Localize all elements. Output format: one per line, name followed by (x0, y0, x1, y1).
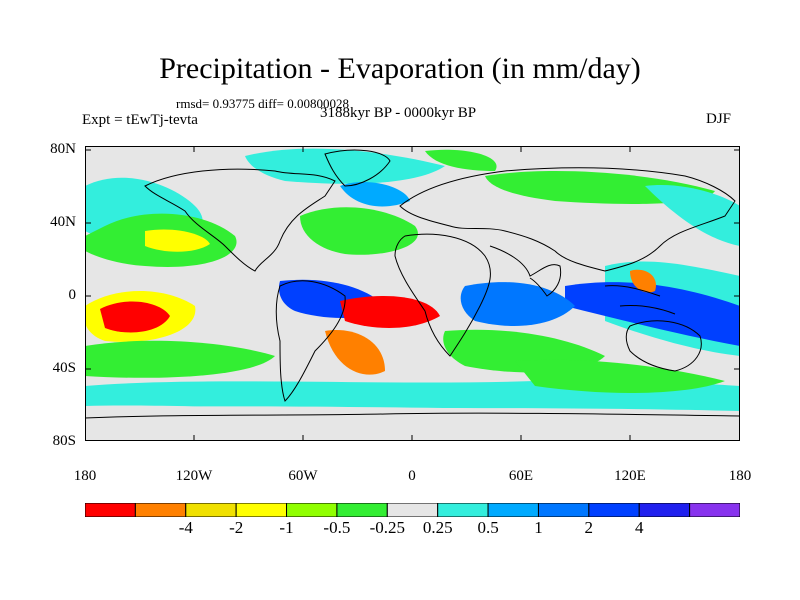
pe-field-layer (85, 148, 740, 421)
coast-antarctica (85, 412, 740, 419)
colorbar-label: -2 (229, 518, 244, 537)
colorbar-label: 1 (534, 518, 543, 537)
colorbar-label: -0.25 (369, 518, 405, 537)
colorbar-label: -0.5 (323, 518, 351, 537)
lat-label-40s: 40S (52, 360, 76, 376)
lon-label-180w: 180 (73, 468, 97, 484)
coast-south-america (275, 280, 346, 402)
chart-title: Precipitation - Evaporation (in mm/day) (159, 52, 641, 85)
colorbar-label: 0.5 (477, 518, 499, 537)
pe-map (85, 146, 740, 441)
field-arctic-green (425, 149, 497, 171)
colorbar-box (437, 503, 489, 517)
colorbar-box (235, 503, 288, 517)
field-epac-red (100, 301, 170, 333)
colorbar-box (537, 503, 590, 517)
field-arctic (245, 148, 445, 184)
experiment-label: Expt = tEwTj-tevta (82, 112, 198, 128)
colorbar-box (336, 503, 388, 517)
colorbar-box (134, 503, 187, 517)
map-ticks (85, 146, 740, 441)
colorbar-box (689, 503, 740, 517)
period-label: 3188kyr BP - 0000kyr BP (320, 105, 477, 121)
colorbar (85, 503, 740, 517)
field-spac-green (85, 340, 275, 378)
field-npac-yellow (145, 229, 210, 252)
colorbar-box (185, 503, 237, 517)
field-warmpool-orange (630, 269, 656, 293)
colorbar-box (286, 503, 338, 517)
field-npac-west (645, 185, 740, 246)
colorbar-label: 2 (584, 518, 594, 537)
lat-label-80n: 80N (50, 141, 76, 157)
lat-label-40n: 40N (50, 214, 76, 230)
field-so-indian-green (515, 359, 725, 393)
colorbar-box (386, 503, 439, 517)
lon-label-180e: 180 (728, 468, 752, 484)
field-natl-blue (340, 181, 410, 207)
lon-label-120e: 120E (614, 468, 646, 484)
lon-label-60w: 60W (288, 468, 318, 484)
lat-label-0: 0 (68, 287, 77, 303)
coast-indonesia (604, 285, 676, 315)
colorbar-label: 4 (634, 518, 644, 537)
colorbar-label: -1 (279, 518, 294, 537)
coast-africa (394, 233, 491, 357)
colorbar-box (85, 503, 136, 517)
colorbar-box (487, 503, 539, 517)
colorbar-box (588, 503, 640, 517)
coast-north-america (144, 168, 336, 272)
colorbar-label: -4 (178, 518, 193, 537)
coast-australia (625, 320, 702, 372)
lat-label-80s: 80S (52, 433, 76, 449)
coast-greenland (324, 149, 391, 187)
colorbar-label: 0.25 (422, 518, 453, 537)
lon-label-0: 0 (408, 468, 416, 484)
coastlines (85, 149, 740, 419)
lon-label-60e: 60E (508, 468, 534, 484)
coast-arabia-india (489, 245, 562, 297)
stats-label: rmsd= 0.93775 diff= 0.00800028 (176, 96, 349, 111)
lon-label-120w: 120W (175, 468, 213, 484)
field-atl-red (340, 296, 440, 328)
field-indian-blue (460, 282, 575, 326)
colorbar-box (638, 503, 691, 517)
season-label: DJF (706, 111, 732, 127)
field-satl-orange (325, 330, 385, 375)
coast-eurasia (399, 167, 736, 272)
field-natl-green (300, 207, 418, 255)
field-warmpool-blue (565, 282, 740, 346)
